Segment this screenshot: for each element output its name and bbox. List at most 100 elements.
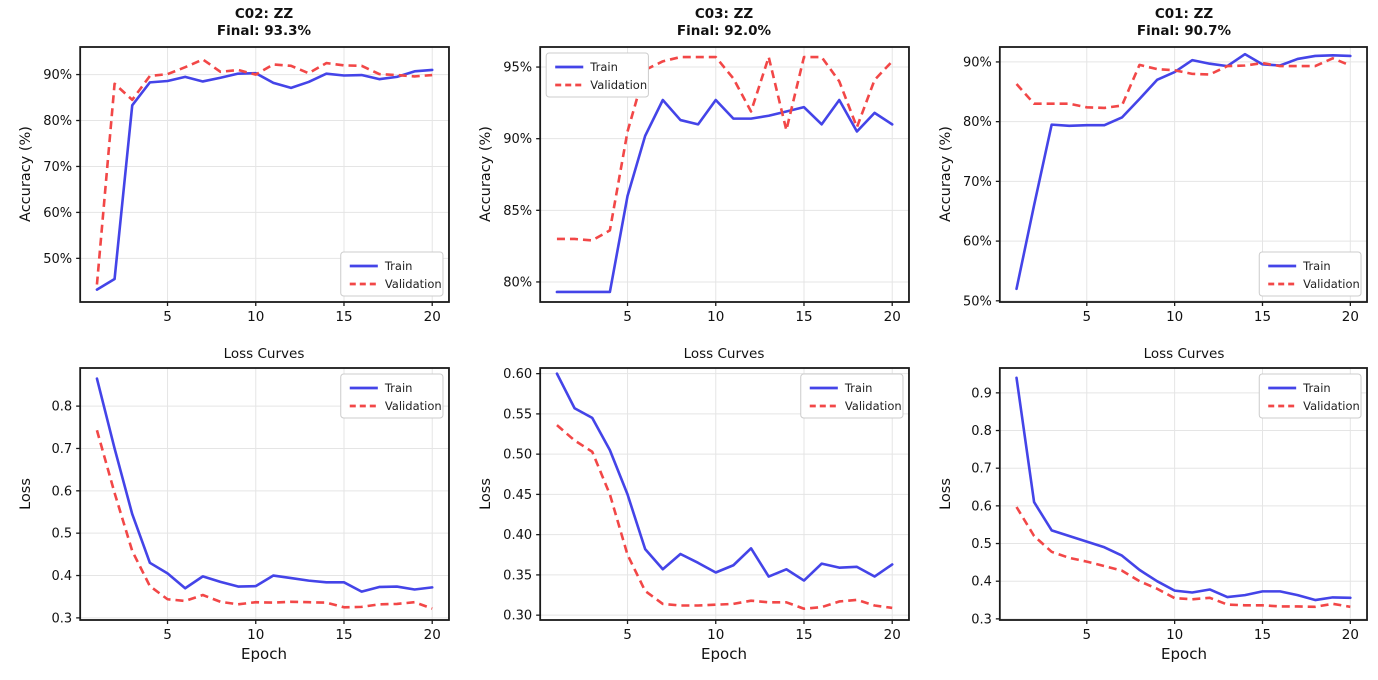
- chart-title: C01: ZZ Final: 90.7%: [1000, 6, 1368, 39]
- y-tick-label: 0.9: [971, 386, 992, 401]
- plot-border: [539, 46, 910, 303]
- chart-final-accuracy-text: Final: 93.3%: [216, 22, 312, 39]
- chart-title: Loss Curves: [1000, 346, 1368, 363]
- x-axis-ticks: 5 10 15 20: [1083, 620, 1359, 643]
- y-tick-label: 0.7: [971, 462, 992, 477]
- y-axis-ticks: 50% 60% 70% 80% 90%: [43, 68, 81, 267]
- chart-panel-c02-loss: Loss Curves Loss 0.3 0.4 0.5 0.6 0.7 0.8 5 10 15…: [0, 340, 460, 680]
- y-tick-label: 0.6: [51, 484, 72, 499]
- y-tick-label: 90%: [503, 132, 532, 147]
- y-tick-label: 80%: [43, 114, 72, 129]
- y-tick-label: 70%: [43, 160, 72, 175]
- legend-label: Train: [384, 381, 413, 395]
- y-axis-label: Loss: [938, 478, 954, 510]
- y-axis-ticks: 0.30 0.35 0.40 0.45 0.50 0.55 0.60: [503, 367, 541, 624]
- x-tick-label: 5: [623, 309, 632, 325]
- y-tick-label: 85%: [503, 204, 532, 219]
- accuracy-plot-c01: 50% 60% 70% 80% 90% 5 10 15 20 Train Validation: [963, 46, 1368, 325]
- chart-final-accuracy-text: Final: 90.7%: [1136, 22, 1232, 39]
- x-tick-label: 20: [884, 627, 901, 643]
- x-axis-ticks: 5 10 15 20: [623, 302, 901, 325]
- x-tick-label: 5: [1083, 627, 1092, 643]
- x-tick-label: 5: [623, 627, 632, 643]
- validation-line: [556, 424, 893, 611]
- x-axis-ticks: 5 10 15 20: [1083, 302, 1359, 325]
- x-tick-label: 15: [795, 309, 812, 325]
- train-line: [95, 68, 434, 291]
- validation-line: [95, 429, 433, 610]
- y-tick-label: 0.6: [971, 499, 992, 514]
- y-axis-ticks: 0.3 0.4 0.5 0.6 0.7 0.8 0.9: [971, 386, 1000, 627]
- y-tick-label: 0.7: [51, 442, 72, 457]
- legend-label: Train: [844, 381, 873, 395]
- legend-label: Validation: [590, 78, 647, 92]
- x-tick-label: 5: [163, 309, 172, 325]
- y-tick-label: 95%: [503, 61, 532, 76]
- y-tick-label: 0.3: [971, 612, 992, 627]
- y-tick-label: 50%: [43, 252, 72, 267]
- x-axis-label: Epoch: [701, 645, 747, 663]
- y-axis-ticks: 80% 85% 90% 95%: [503, 61, 541, 290]
- y-tick-label: 0.3: [51, 611, 72, 626]
- x-tick-label: 10: [707, 627, 724, 643]
- loss-plot-c02: 0.3 0.4 0.5 0.6 0.7 0.8 5 10 15 20 Train Validation: [51, 367, 450, 643]
- chart-title-text: Loss Curves: [683, 346, 765, 362]
- chart-title-text: Loss Curves: [223, 346, 305, 362]
- validation-line: [1015, 57, 1351, 110]
- x-tick-label: 5: [1083, 309, 1092, 325]
- y-tick-label: 60%: [43, 206, 72, 221]
- x-axis-ticks: 5 10 15 20: [163, 302, 441, 325]
- y-axis-label: Accuracy (%): [938, 126, 954, 222]
- x-tick-label: 15: [335, 309, 352, 325]
- legend-label: Train: [1302, 381, 1331, 395]
- x-tick-label: 20: [884, 309, 901, 325]
- y-tick-label: 0.40: [503, 528, 532, 543]
- legend: Train Validation: [340, 251, 444, 297]
- y-tick-label: 0.30: [503, 609, 532, 624]
- loss-plot-c01: 0.3 0.4 0.5 0.6 0.7 0.8 0.9 5 10 15 20 Train Validat…: [971, 367, 1368, 643]
- y-axis-label: Loss: [18, 478, 34, 510]
- y-tick-label: 0.60: [503, 367, 532, 382]
- legend-label: Validation: [385, 399, 442, 413]
- y-tick-label: 80%: [503, 275, 532, 290]
- x-tick-label: 20: [424, 627, 441, 643]
- validation-line: [95, 58, 433, 285]
- x-tick-label: 20: [1342, 627, 1359, 643]
- y-tick-label: 0.35: [503, 568, 532, 583]
- legend: Train Validation: [545, 52, 649, 98]
- x-tick-label: 10: [1166, 309, 1183, 325]
- x-tick-label: 20: [1342, 309, 1359, 325]
- chart-panel-c01-accuracy: C01: ZZ Final: 90.7% Accuracy (%) 50% 60%…: [920, 0, 1378, 340]
- validation-line: [556, 55, 894, 242]
- gridlines: [80, 47, 449, 302]
- y-tick-label: 90%: [43, 68, 72, 83]
- legend-label: Validation: [1303, 277, 1360, 291]
- y-axis-label: Accuracy (%): [478, 126, 494, 222]
- y-axis-ticks: 0.3 0.4 0.5 0.6 0.7 0.8: [51, 400, 81, 626]
- y-tick-label: 0.8: [971, 424, 992, 439]
- y-tick-label: 50%: [963, 294, 992, 309]
- legend-label: Validation: [385, 277, 442, 291]
- y-tick-label: 0.50: [503, 448, 532, 463]
- x-tick-label: 15: [1254, 309, 1271, 325]
- y-tick-label: 0.8: [51, 400, 72, 415]
- y-axis-label: Loss: [478, 478, 494, 510]
- chart-title-text: C03: ZZ: [694, 6, 754, 22]
- chart-panel-c03-loss: Loss Curves Loss 0.30 0.35 0.40 0.45 0.50 0.5…: [460, 340, 920, 680]
- train-line: [1015, 52, 1352, 291]
- legend: Train Validation: [340, 373, 444, 419]
- train-line: [95, 377, 434, 593]
- train-line: [555, 372, 894, 582]
- x-tick-label: 15: [795, 627, 812, 643]
- y-tick-label: 0.4: [51, 569, 72, 584]
- accuracy-plot-c02: 50% 60% 70% 80% 90% 5 10 15 20 Train Validation: [43, 46, 450, 325]
- x-tick-label: 10: [247, 627, 264, 643]
- y-tick-label: 0.45: [503, 488, 532, 503]
- chart-title-text: C02: ZZ: [234, 6, 294, 22]
- legend: Train Validation: [1258, 373, 1362, 419]
- x-tick-label: 5: [163, 627, 172, 643]
- y-tick-label: 80%: [963, 115, 992, 130]
- legend: Train Validation: [1258, 251, 1362, 297]
- x-tick-label: 10: [247, 309, 264, 325]
